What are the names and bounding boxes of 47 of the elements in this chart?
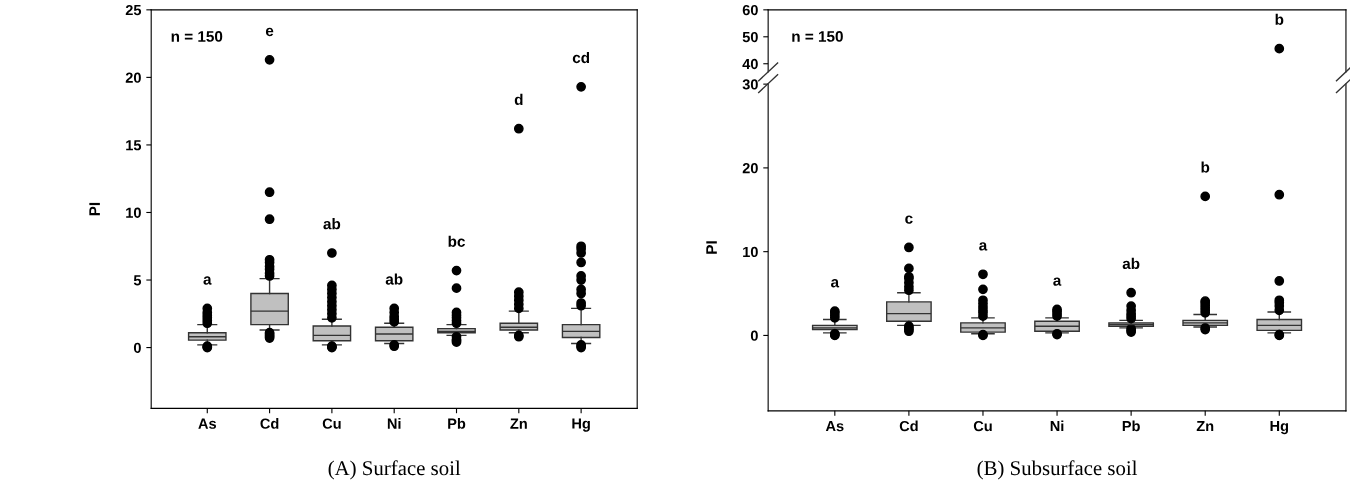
annotation: d: [514, 93, 523, 106]
annotation: n = 150: [171, 31, 223, 42]
x-tick-label: As: [198, 418, 216, 429]
x-tick-label: Zn: [1196, 421, 1214, 432]
y-tick-label: 25: [125, 4, 142, 16]
annotation: a: [831, 279, 840, 288]
text: (A) Surface soil: [328, 460, 461, 480]
x-tick-label: Pb: [1122, 420, 1140, 432]
x-tick-label: Cd: [260, 418, 279, 429]
annotation: a: [203, 276, 212, 285]
annotation: n = 150: [792, 31, 843, 42]
x-tick-label: Hg: [572, 418, 590, 432]
x-tick-label: Cd: [899, 420, 918, 432]
y-axis-title: PI: [706, 241, 717, 254]
annotation: b: [1275, 13, 1284, 25]
x-tick-label: Pb: [448, 418, 466, 429]
y-tick-label: 30: [742, 79, 758, 90]
text: (B) Subsurface soil: [977, 460, 1138, 480]
y-tick-label: 0: [750, 330, 758, 341]
y-tick-label: 20: [742, 163, 758, 174]
annotation: a: [979, 242, 988, 251]
y-tick-label: 20: [125, 72, 141, 83]
annotation: cd: [572, 51, 590, 64]
annotation: e: [265, 27, 274, 37]
y-tick-label: 10: [743, 246, 758, 258]
y-tick-label: 40: [742, 58, 758, 70]
x-tick-label: Ni: [1050, 420, 1064, 432]
y-tick-label: 50: [742, 31, 758, 43]
x-tick-label: Zn: [510, 418, 527, 429]
y-tick-label: 0: [133, 342, 141, 353]
x-tick-label: Cu: [322, 418, 341, 429]
x-tick-label: Hg: [1270, 421, 1289, 435]
y-tick-label: 5: [133, 275, 142, 286]
annotation: a: [1053, 277, 1062, 286]
annotation: b: [1201, 161, 1210, 173]
y-tick-label: 10: [126, 207, 141, 218]
annotation: bc: [448, 235, 465, 247]
y-tick-label: 60: [742, 4, 758, 16]
x-tick-label: Ni: [387, 418, 401, 429]
x-tick-label: Cu: [973, 420, 992, 432]
y-tick-label: 15: [126, 140, 142, 151]
annotation: ab: [1122, 257, 1140, 270]
x-tick-label: As: [825, 421, 844, 432]
y-axis-title: PI: [89, 202, 100, 216]
annotation: ab: [323, 218, 341, 230]
annotation: ab: [385, 273, 403, 285]
annotation: c: [905, 215, 913, 224]
